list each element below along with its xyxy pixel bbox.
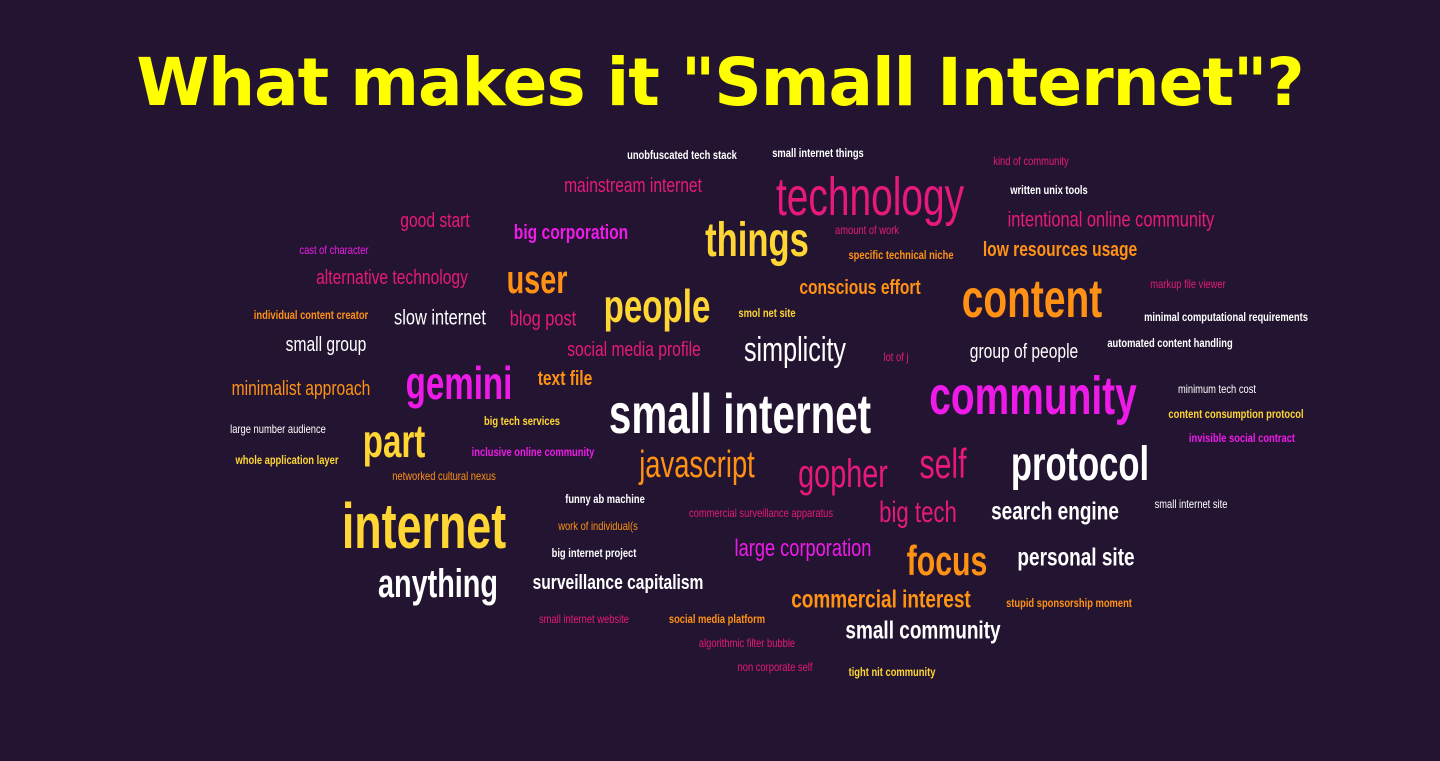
cloud-word: algorithmic filter bubble (698, 636, 796, 650)
cloud-word: non corporate self (737, 660, 813, 674)
cloud-word: blog post (509, 307, 577, 331)
cloud-word: invisible social contract (1188, 431, 1296, 445)
cloud-word: surveillance capitalism (532, 572, 704, 594)
cloud-word: big tech (879, 496, 957, 529)
cloud-word: social media platform (668, 612, 766, 626)
cloud-word: people (603, 280, 711, 332)
cloud-word: text file (537, 368, 593, 390)
cloud-word: big corporation (513, 222, 629, 244)
cloud-word: protocol (1010, 438, 1150, 491)
cloud-word: part (362, 415, 426, 467)
cloud-word: small group (285, 334, 367, 356)
cloud-word: minimalist approach (231, 378, 371, 400)
cloud-word: focus (906, 537, 988, 584)
cloud-word: tight nit community (848, 665, 936, 679)
cloud-word: conscious effort (799, 277, 921, 299)
cloud-word: stupid sponsorship moment (1006, 596, 1132, 610)
cloud-word: individual content creator (253, 308, 369, 322)
cloud-word: networked cultural nexus (392, 469, 496, 483)
cloud-word: whole application layer (235, 453, 339, 467)
cloud-word: cast of character (299, 243, 369, 257)
cloud-word: kind of community (993, 154, 1069, 168)
cloud-word: big tech services (484, 414, 560, 428)
cloud-word: commercial interest (791, 585, 971, 614)
cloud-word: good start (400, 210, 470, 232)
cloud-word: small community (845, 616, 1001, 645)
cloud-word: unobfuscated tech stack (627, 148, 737, 162)
cloud-word: lot of j (883, 350, 909, 364)
cloud-word: specific technical niche (848, 248, 954, 262)
cloud-word: small internet (608, 382, 872, 445)
cloud-word: small internet website (538, 612, 630, 626)
cloud-word: self (919, 440, 967, 487)
cloud-word: small internet site (1154, 497, 1228, 511)
cloud-word: alternative technology (316, 267, 468, 289)
cloud-word: social media profile (567, 339, 701, 361)
cloud-word: internet (341, 490, 507, 562)
cloud-word: personal site (1017, 543, 1135, 572)
cloud-word: group of people (969, 341, 1079, 363)
cloud-word: large number audience (230, 422, 326, 436)
cloud-word: commercial surveillance apparatus (688, 506, 834, 520)
cloud-word: amount of work (835, 223, 899, 237)
cloud-word: low resources usage (982, 239, 1138, 261)
cloud-word: things (705, 214, 809, 267)
cloud-word: work of individual(s (558, 519, 638, 533)
cloud-word: user (506, 258, 568, 302)
cloud-word: large corporation (734, 535, 872, 562)
cloud-word: written unix tools (1010, 183, 1088, 197)
cloud-word: slow internet (394, 306, 486, 330)
cloud-word: funny ab machine (565, 492, 645, 506)
page-title: What makes it "Small Internet"? (136, 44, 1304, 121)
cloud-word: javascript (639, 444, 755, 486)
cloud-word: automated content handling (1107, 336, 1233, 350)
cloud-word: content consumption protocol (1168, 407, 1304, 421)
cloud-word: community (929, 366, 1137, 426)
cloud-word: simplicity (743, 331, 847, 369)
cloud-word: minimum tech cost (1177, 382, 1257, 396)
cloud-word: smol net site (738, 306, 796, 320)
cloud-word: minimal computational requirements (1144, 310, 1308, 324)
cloud-word: anything (377, 562, 499, 606)
cloud-word: inclusive online community (471, 445, 595, 459)
cloud-word: technology (775, 167, 965, 227)
cloud-word: big internet project (551, 546, 637, 560)
cloud-word: content (961, 269, 1103, 329)
cloud-word: intentional online community (1007, 208, 1215, 232)
cloud-word: gopher (798, 452, 888, 496)
cloud-word: search engine (991, 497, 1119, 526)
cloud-word: mainstream internet (564, 175, 702, 197)
cloud-word: small internet things (772, 146, 864, 160)
cloud-word: markup file viewer (1150, 277, 1226, 291)
cloud-word: gemini (405, 357, 513, 409)
